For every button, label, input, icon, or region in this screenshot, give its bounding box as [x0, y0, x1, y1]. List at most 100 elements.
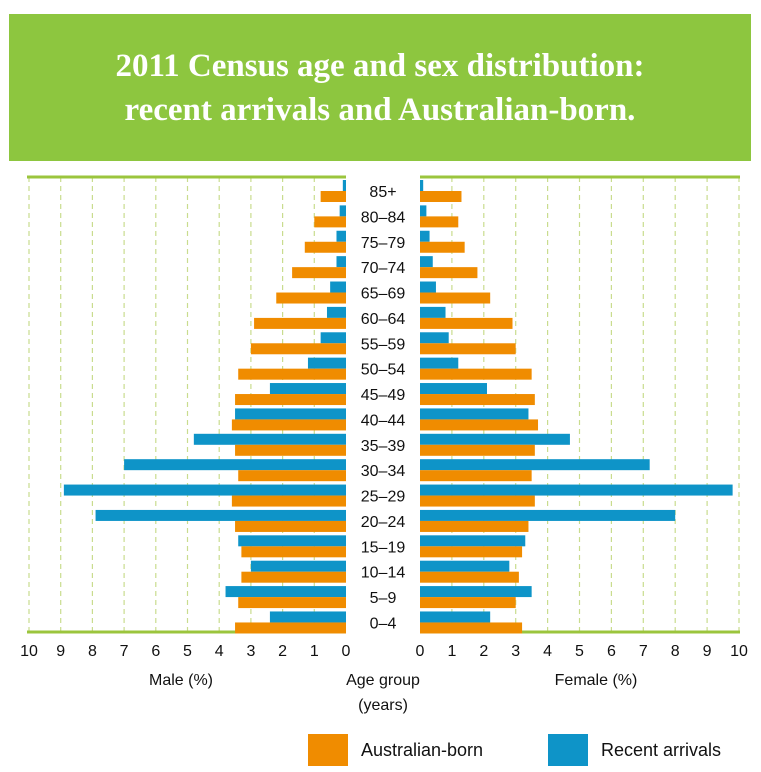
center-axis-label-units: (years): [358, 697, 408, 714]
female-bar-recent-arrivals: [420, 509, 676, 521]
male-bar-recent-arrivals: [269, 611, 346, 623]
title-banner: 2011 Census age and sex distribution: re…: [9, 14, 751, 161]
female-bar-recent-arrivals: [420, 535, 526, 547]
female-tick-label: 0: [416, 643, 425, 660]
age-group-label: 80–84: [361, 209, 406, 226]
female-bar-recent-arrivals: [420, 230, 430, 242]
male-bar-australian-born: [250, 343, 346, 355]
age-group-label: 10–14: [361, 565, 406, 582]
legend-recent-arrivals: Recent arrivals: [548, 734, 721, 766]
male-tick-label: 9: [56, 643, 65, 660]
age-group-label: 55–59: [361, 336, 406, 353]
male-bar-recent-arrivals: [320, 332, 346, 344]
male-bar-australian-born: [238, 470, 346, 482]
female-bar-recent-arrivals: [420, 459, 650, 471]
male-tick-label: 0: [342, 643, 351, 660]
female-bar-recent-arrivals: [420, 256, 433, 268]
male-bar-australian-born: [238, 597, 346, 609]
female-bar-recent-arrivals: [420, 180, 424, 191]
chart-title: 2011 Census age and sex distribution: re…: [115, 47, 645, 128]
male-tick-label: 2: [278, 643, 287, 660]
female-bar-recent-arrivals: [420, 383, 487, 395]
age-group-label: 85+: [369, 184, 396, 201]
male-bar-recent-arrivals: [250, 560, 346, 572]
female-tick-label: 7: [639, 643, 648, 660]
age-group-label: 30–34: [361, 463, 406, 480]
male-bar-recent-arrivals: [238, 535, 346, 547]
female-axis-label: Female (%): [555, 672, 638, 689]
female-tick-label: 1: [447, 643, 456, 660]
female-bar-australian-born: [420, 241, 465, 253]
female-bar-australian-born: [420, 546, 523, 558]
male-tick-label: 10: [20, 643, 38, 660]
age-group-label: 60–64: [361, 311, 406, 328]
female-tick-label: 9: [703, 643, 712, 660]
female-bar-recent-arrivals: [420, 357, 459, 369]
male-bar-australian-born: [235, 394, 346, 406]
male-bar-australian-born: [241, 571, 346, 583]
female-tick-label: 3: [511, 643, 520, 660]
female-tick-label: 5: [575, 643, 584, 660]
male-bar-australian-born: [292, 267, 346, 279]
male-bar-recent-arrivals: [307, 357, 346, 369]
female-tick-label: 2: [479, 643, 488, 660]
male-bar-recent-arrivals: [193, 433, 346, 445]
age-group-label: 75–79: [361, 235, 406, 252]
male-bar-recent-arrivals: [330, 281, 346, 293]
male-bar-recent-arrivals: [225, 586, 346, 598]
female-bar-recent-arrivals: [420, 611, 491, 623]
male-bar-recent-arrivals: [339, 205, 346, 217]
male-bar-australian-born: [320, 191, 346, 202]
age-group-label: 65–69: [361, 286, 406, 303]
female-tick-label: 4: [543, 643, 552, 660]
male-bar-recent-arrivals: [95, 509, 346, 521]
male-bar-australian-born: [241, 546, 346, 558]
legend-label-recent-arrivals: Recent arrivals: [601, 739, 722, 760]
male-bar-recent-arrivals: [326, 306, 346, 318]
female-bar-recent-arrivals: [420, 332, 449, 344]
male-bar-australian-born: [231, 495, 346, 507]
male-tick-label: 7: [120, 643, 129, 660]
female-bar-australian-born: [420, 267, 478, 279]
male-bar-recent-arrivals: [336, 256, 346, 268]
female-tick-label: 6: [607, 643, 616, 660]
male-tick-label: 6: [151, 643, 160, 660]
female-bar-australian-born: [420, 571, 519, 583]
female-bar-australian-born: [420, 394, 535, 406]
female-tick-label: 10: [730, 643, 748, 660]
female-bar-australian-born: [420, 597, 516, 609]
male-bar-australian-born: [231, 419, 346, 431]
male-bar-australian-born: [235, 520, 346, 532]
legend-swatch-australian-born: [308, 734, 348, 766]
male-bar-recent-arrivals: [269, 383, 346, 395]
male-bar-recent-arrivals: [235, 408, 346, 420]
female-bar-recent-arrivals: [420, 586, 532, 598]
male-bar-recent-arrivals: [63, 484, 347, 496]
male-bar-australian-born: [314, 216, 346, 228]
legend-australian-born: Australian-born: [308, 734, 483, 766]
male-tick-label: 1: [310, 643, 319, 660]
male-bar-australian-born: [276, 292, 346, 304]
age-group-label: 25–29: [361, 489, 406, 506]
female-bar-australian-born: [420, 191, 462, 202]
male-bar-australian-born: [235, 444, 346, 456]
male-axis-label: Male (%): [149, 672, 213, 689]
female-bar-recent-arrivals: [420, 433, 570, 445]
age-group-label: 20–24: [361, 514, 406, 531]
age-group-label: 70–74: [361, 260, 406, 277]
male-bar-australian-born: [235, 622, 346, 634]
male-bar-australian-born: [238, 368, 346, 380]
female-tick-label: 8: [671, 643, 680, 660]
center-axis-label: Age group: [346, 672, 420, 689]
female-bar-australian-born: [420, 622, 523, 634]
female-bar-recent-arrivals: [420, 560, 510, 572]
age-group-label: 40–44: [361, 412, 406, 429]
age-group-label: 5–9: [370, 590, 397, 607]
female-bar-australian-born: [420, 495, 535, 507]
male-bar-australian-born: [254, 317, 346, 329]
age-group-label: 0–4: [370, 615, 397, 632]
female-bar-australian-born: [420, 470, 532, 482]
female-bar-australian-born: [420, 520, 529, 532]
male-tick-label: 4: [215, 643, 224, 660]
